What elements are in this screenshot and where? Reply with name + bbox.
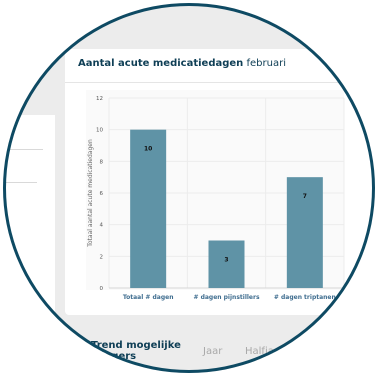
y-tick-label: 0 [100, 286, 104, 292]
bar-data-label: 7 [303, 193, 307, 200]
labels: 10 Totaal # dagen 3 # dagen pijnstillers 7 # … [123, 146, 336, 301]
bar [208, 240, 245, 288]
category-label: Totaal # dagen [123, 294, 174, 301]
y-tick-label: 10 [96, 128, 103, 134]
tab-jaar[interactable]: Jaar [203, 346, 223, 357]
card-title-main: Aantal acute medicatiedagen [78, 58, 244, 69]
card-title-month: februari [246, 58, 287, 69]
y-tick-label: 8 [100, 159, 104, 165]
bar [130, 129, 167, 288]
card-header: Aantal acute medicatiedagen februari [65, 49, 375, 83]
bar-data-label: 10 [144, 146, 152, 153]
bar-data-label: 3 [224, 257, 228, 264]
left-side-panel [3, 115, 55, 325]
category-label: # dagen pijnstillers [193, 294, 260, 301]
y-axis-label: Totaal aantal acute medicatiedagen [87, 139, 94, 248]
bar [286, 177, 323, 288]
trend-triggers-title: Trend mogelijke triggers [91, 340, 181, 362]
bars [130, 129, 323, 288]
y-tick-label: 12 [96, 96, 103, 102]
card-title: Aantal acute medicatiedagen februari [78, 58, 286, 69]
bottom-section [3, 315, 375, 373]
category-label: # dagen triptanen [274, 294, 336, 301]
y-tick-label: 4 [100, 223, 104, 229]
y-tick-label: 6 [100, 191, 104, 197]
y-tick-label: 2 [100, 254, 104, 260]
tab-halfjaar[interactable]: Halfjaar [245, 346, 285, 357]
